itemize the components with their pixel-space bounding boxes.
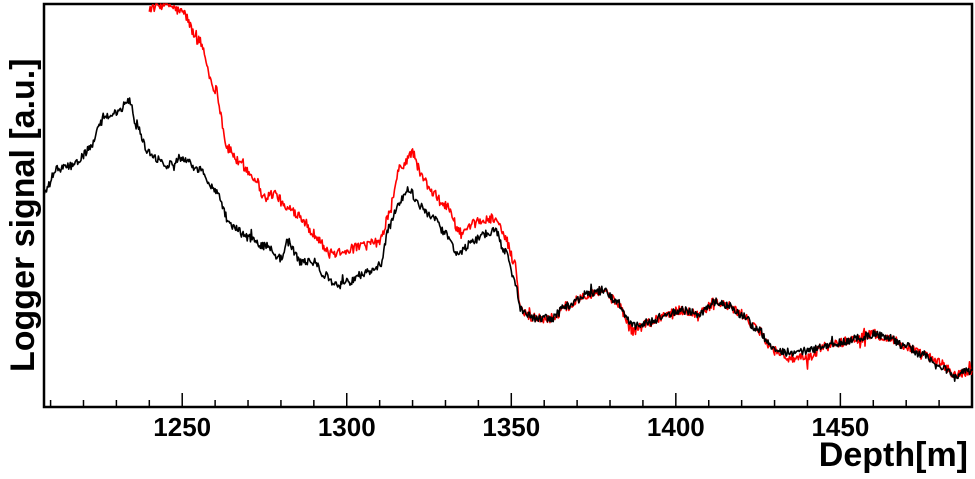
series-line-0 xyxy=(148,3,973,379)
plot-frame xyxy=(42,2,974,409)
x-tick-label: 1250 xyxy=(153,412,211,442)
x-tick-label: 1350 xyxy=(482,412,540,442)
series-layer xyxy=(43,3,973,382)
tick-layer: 1250 1300 1350 1400 1450 xyxy=(49,393,940,442)
x-axis-title: Depth[m] xyxy=(819,436,968,474)
series-line-1 xyxy=(43,97,973,382)
x-tick-label: 1450 xyxy=(811,412,869,442)
y-axis-title: Logger signal [a.u.] xyxy=(4,58,42,372)
x-tick-label: 1300 xyxy=(318,412,376,442)
x-tick-label: 1400 xyxy=(647,412,705,442)
